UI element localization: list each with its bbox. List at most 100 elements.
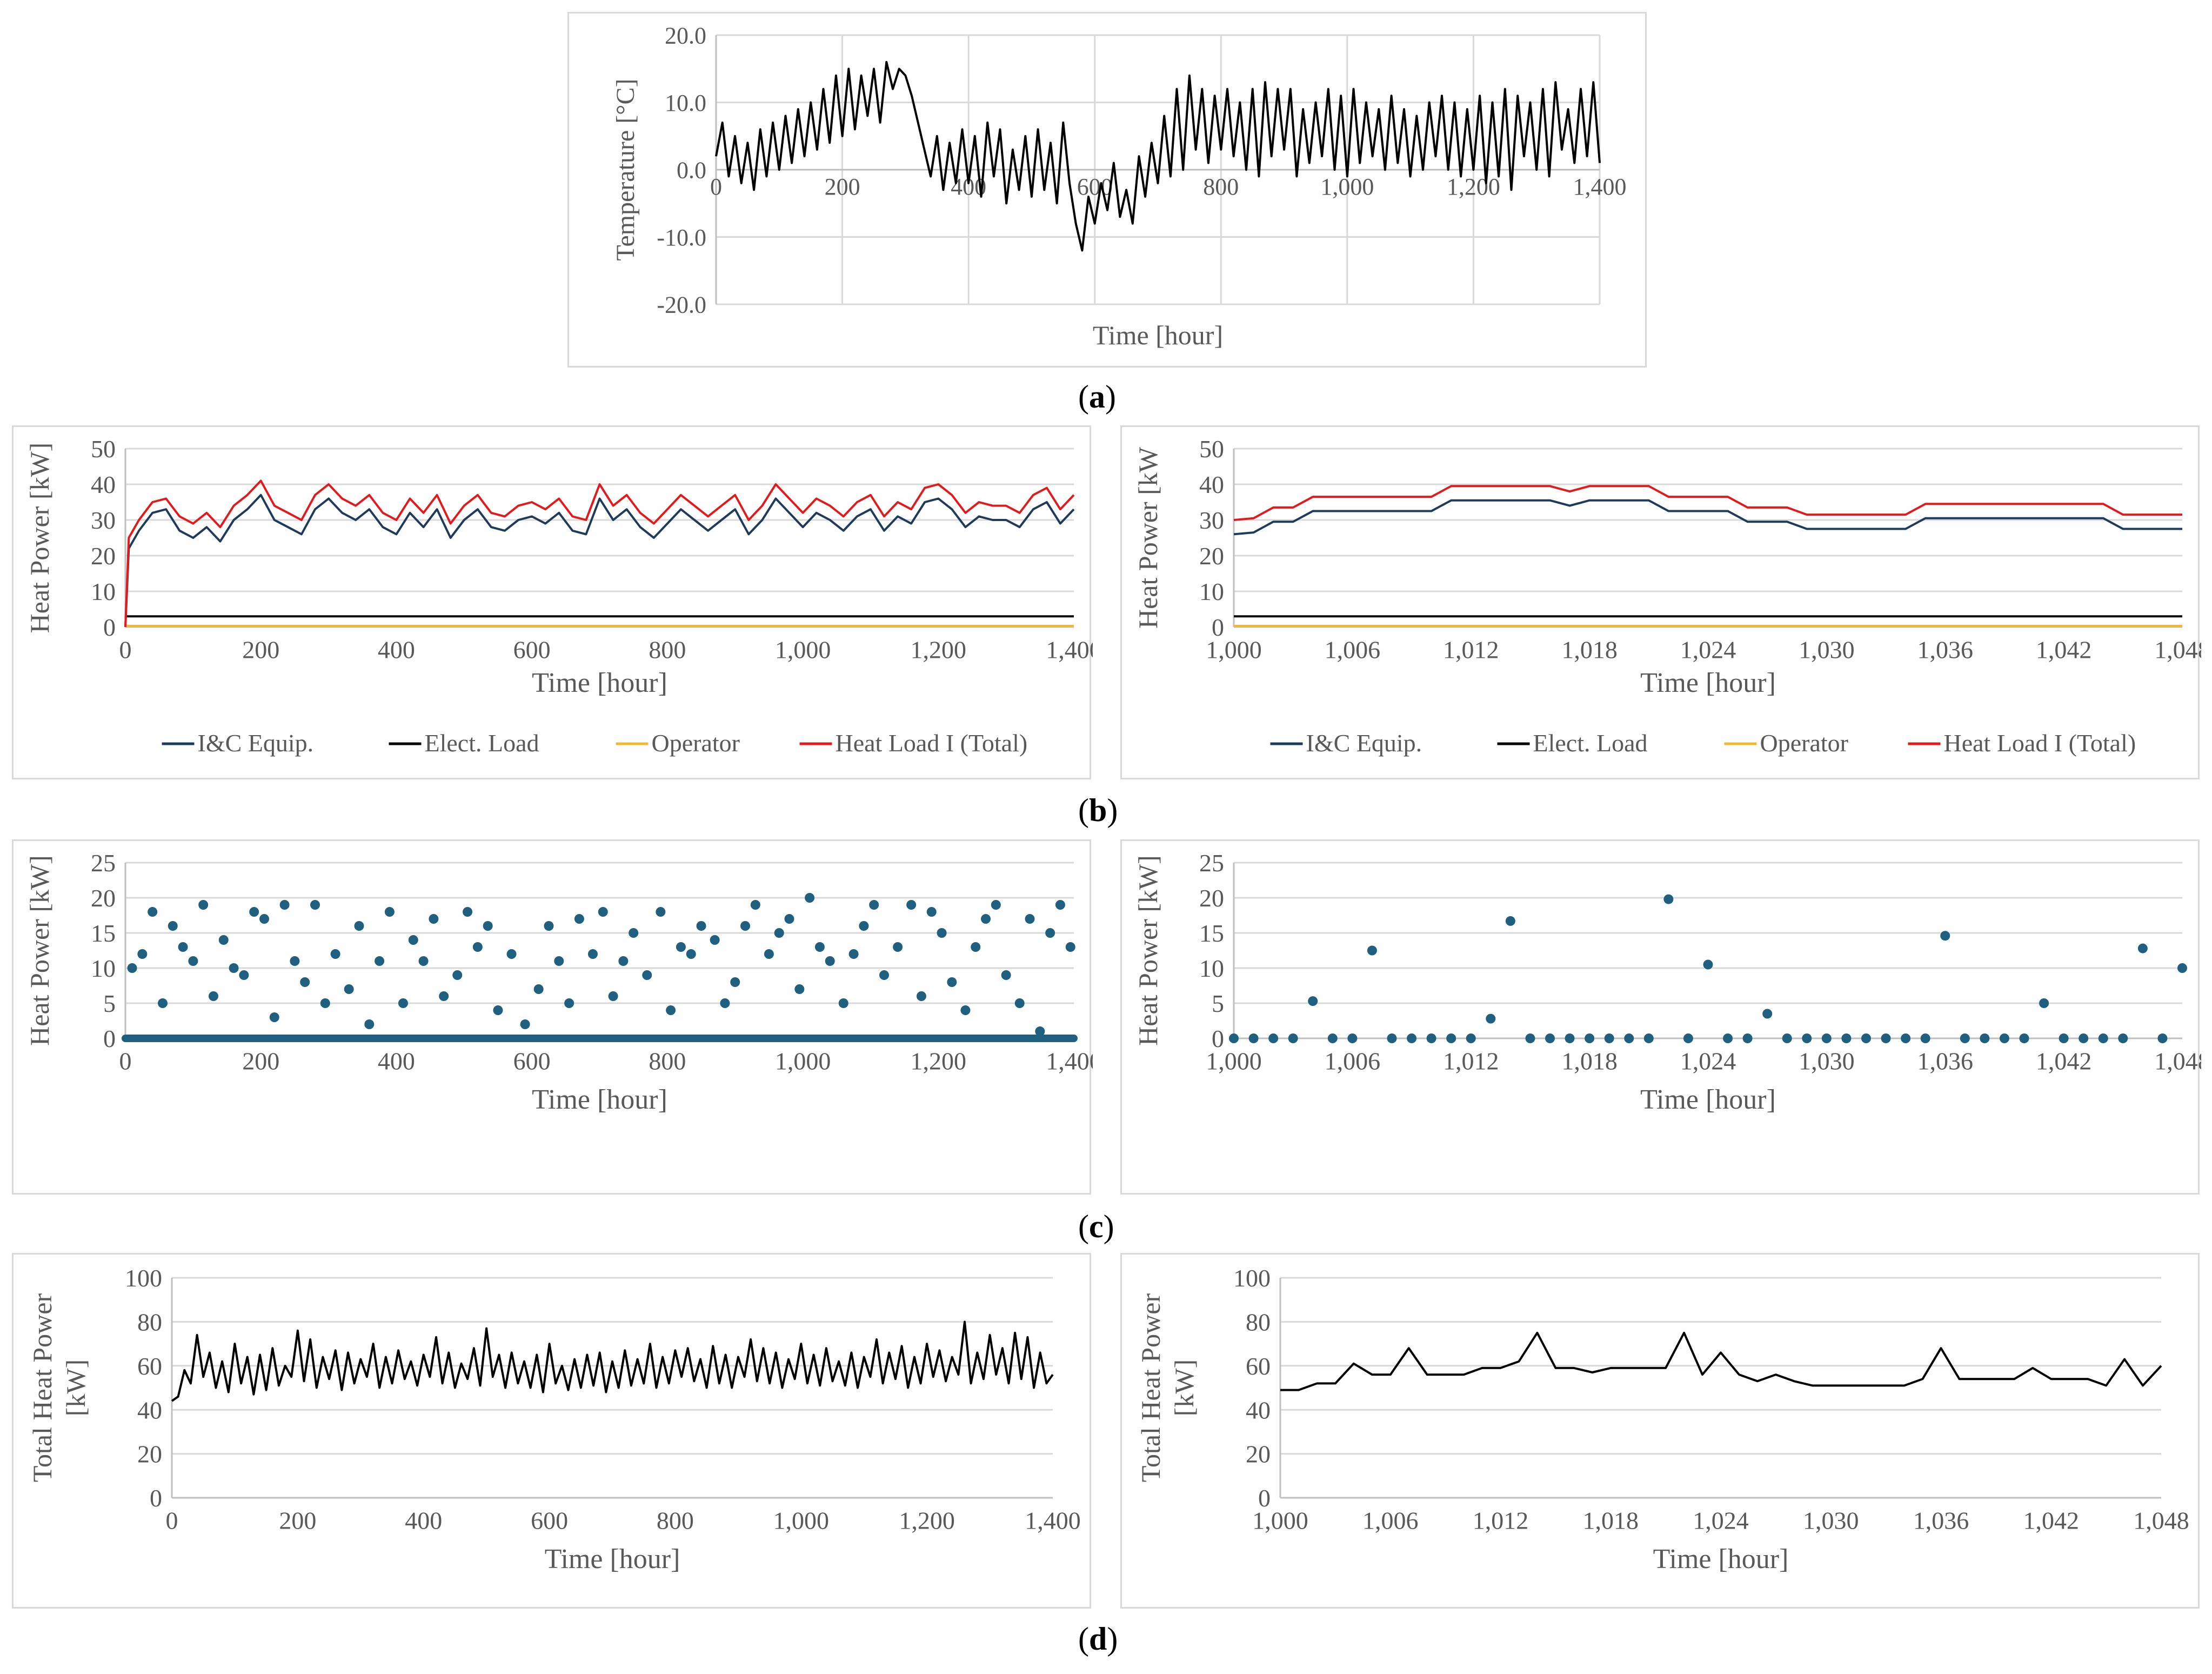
scatter-point bbox=[354, 921, 364, 931]
chart-panel-a: 20.0 10.0 0.0 -10.0 -20.0 0 200 400 600 800 1,000 1… bbox=[567, 12, 1647, 368]
scatter-point bbox=[157, 998, 168, 1008]
scatter-point bbox=[1065, 942, 1075, 952]
scatter-point bbox=[1940, 931, 1950, 941]
x-tick-label: 200 bbox=[279, 1507, 316, 1535]
scatter-point bbox=[398, 998, 408, 1008]
y-tick-label: 80 bbox=[137, 1309, 162, 1336]
scatter-point bbox=[168, 921, 178, 931]
scatter-point bbox=[981, 914, 991, 924]
scatter-point bbox=[198, 900, 209, 910]
scatter-point bbox=[1367, 945, 1377, 956]
scatter-point bbox=[1001, 970, 1011, 980]
chart-panel-d-left: 100 80 60 40 20 0 0 200 400 600 800 1,000 1,200 1,400… bbox=[12, 1253, 1091, 1609]
caption-c: (c) bbox=[1078, 1209, 1114, 1244]
y-tick-label: 40 bbox=[91, 471, 116, 498]
x-axis-title: Time [hour] bbox=[1640, 668, 1776, 698]
scatter-point bbox=[1014, 998, 1025, 1008]
scatter-point bbox=[554, 956, 564, 966]
scatter-point bbox=[1426, 1033, 1436, 1043]
y-tick-label: 80 bbox=[1246, 1309, 1271, 1336]
x-tick-label: 1,006 bbox=[1325, 1048, 1381, 1075]
scatter-point bbox=[418, 956, 429, 966]
scatter-point bbox=[608, 991, 618, 1001]
x-tick-label: 1,024 bbox=[1693, 1507, 1749, 1535]
scatter-point bbox=[926, 907, 937, 917]
legend-label: I&C Equip. bbox=[1306, 729, 1422, 757]
scatter-point bbox=[259, 914, 269, 924]
scatter-point bbox=[1545, 1033, 1555, 1043]
scatter-point bbox=[188, 956, 198, 966]
scatter-point bbox=[1466, 1033, 1476, 1043]
scatter-point bbox=[774, 928, 784, 938]
scatter-point bbox=[1387, 1033, 1397, 1043]
scatter-point bbox=[629, 928, 639, 938]
y-axis-title-unit: [kW] bbox=[1169, 1359, 1199, 1417]
y-tick-label: 20 bbox=[137, 1440, 162, 1468]
scatter-point bbox=[2019, 1033, 2029, 1043]
scatter-point bbox=[1960, 1033, 1970, 1043]
scatter-point bbox=[148, 907, 158, 917]
scatter-point bbox=[1980, 1033, 1990, 1043]
scatter-point bbox=[666, 1005, 676, 1015]
scatter-point bbox=[937, 928, 947, 938]
legend-label: Operator bbox=[1760, 729, 1848, 757]
x-tick-label: 1,048 bbox=[2133, 1507, 2189, 1535]
scatter-point bbox=[1268, 1033, 1279, 1043]
scatter-point bbox=[2118, 1033, 2128, 1043]
scatter-point bbox=[1762, 1009, 1773, 1019]
y-tick-label: 15 bbox=[1199, 919, 1224, 947]
scatter-point bbox=[991, 900, 1001, 910]
scatter-point bbox=[533, 984, 544, 994]
y-tick-label: 100 bbox=[1233, 1264, 1271, 1292]
x-tick-label: 1,000 bbox=[1206, 636, 1262, 664]
scatter-point bbox=[893, 942, 903, 952]
x-tick-label: 0 bbox=[166, 1507, 178, 1535]
scatter-point bbox=[784, 914, 794, 924]
scatter-point bbox=[137, 949, 148, 959]
scatter-point bbox=[506, 949, 517, 959]
x-tick-label: 1,030 bbox=[1799, 636, 1855, 664]
x-tick-label: 1,036 bbox=[1913, 1507, 1969, 1535]
x-tick-label: 1,018 bbox=[1583, 1507, 1639, 1535]
scatter-point bbox=[1999, 1033, 2009, 1043]
y-tick-label: 5 bbox=[103, 990, 116, 1017]
scatter-point bbox=[1703, 959, 1713, 970]
scatter-point bbox=[1347, 1033, 1358, 1043]
legend-label: Elect. Load bbox=[425, 729, 539, 757]
scatter-point bbox=[879, 970, 889, 980]
scatter-point bbox=[279, 900, 290, 910]
scatter-point bbox=[2177, 963, 2187, 973]
y-tick-label: 25 bbox=[1199, 849, 1224, 877]
scatter-point bbox=[710, 935, 720, 945]
scatter-point bbox=[947, 977, 957, 987]
x-tick-label: 1,400 bbox=[1046, 636, 1093, 664]
y-tick-label: 0 bbox=[1258, 1484, 1271, 1512]
y-axis-title: Total Heat Power bbox=[1135, 1293, 1166, 1483]
scatter-point bbox=[2079, 1033, 2089, 1043]
scatter-point bbox=[686, 949, 696, 959]
x-tick-label: 1,400 bbox=[1025, 1507, 1081, 1535]
y-tick-label: 20.0 bbox=[665, 22, 706, 49]
x-tick-label: 600 bbox=[513, 1048, 551, 1075]
y-tick-label: 10 bbox=[1199, 955, 1224, 982]
x-axis-title: Time [hour] bbox=[1653, 1544, 1789, 1575]
series-line-total-heat-power bbox=[1280, 1331, 2162, 1391]
x-tick-label: 800 bbox=[649, 1048, 686, 1075]
scatter-point bbox=[825, 956, 835, 966]
legend-label: Elect. Load bbox=[1533, 729, 1648, 757]
scatter-point bbox=[1861, 1033, 1871, 1043]
scatter-point bbox=[598, 907, 608, 917]
scatter-point bbox=[740, 921, 751, 931]
scatter-point bbox=[1035, 1026, 1045, 1036]
scatter-point bbox=[869, 900, 879, 910]
scatter-point bbox=[794, 984, 805, 994]
scatter-point bbox=[249, 907, 259, 917]
scatter-point bbox=[1486, 1013, 1496, 1024]
scatter-point bbox=[218, 935, 229, 945]
series-line-i-c-equip bbox=[124, 493, 1075, 628]
scatter-point bbox=[483, 921, 493, 931]
y-tick-label: 10 bbox=[91, 955, 116, 982]
scatter-point bbox=[676, 942, 686, 952]
scatter-point bbox=[1683, 1033, 1693, 1043]
scatter-point bbox=[1025, 914, 1035, 924]
